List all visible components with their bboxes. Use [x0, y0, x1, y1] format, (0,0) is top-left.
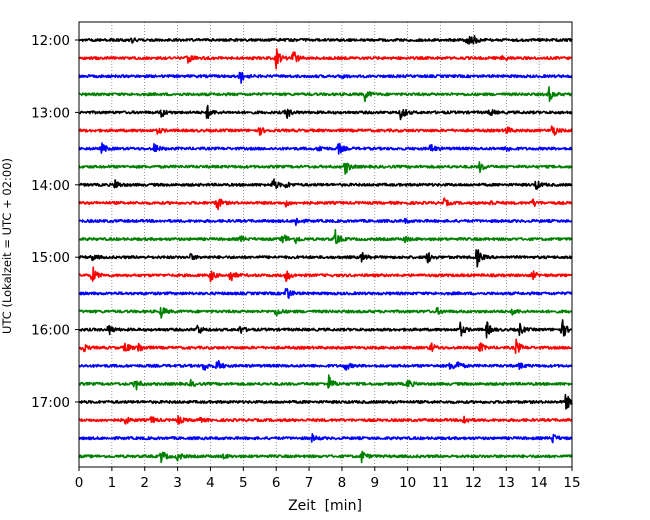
trace-23	[78, 450, 573, 464]
x-tick-label-12: 12	[465, 475, 482, 491]
trace-2	[78, 71, 573, 84]
x-tick-label-9: 9	[371, 475, 380, 491]
y-axis-ticks: 12:00 13:00 14:00 15:00 16:00 17:00	[31, 33, 79, 411]
x-tick-label-4: 4	[206, 475, 215, 491]
trace-19	[78, 374, 573, 391]
x-axis-ticks: 0 1 2 3 4 5 6 7 8 9 10 11 12 13 14 15	[75, 467, 581, 491]
x-tick-label-8: 8	[338, 475, 347, 491]
y-tick-label-4: 16:00	[31, 323, 70, 339]
trace-13	[78, 266, 573, 283]
trace-15	[78, 306, 573, 319]
x-tick-label-3: 3	[173, 475, 182, 491]
y-tick-label-2: 14:00	[31, 178, 70, 194]
y-tick-label-1: 13:00	[31, 105, 70, 121]
trace-3	[78, 86, 573, 103]
trace-22	[78, 433, 573, 444]
trace-6	[78, 142, 573, 155]
trace-5	[78, 125, 573, 136]
trace-21	[78, 415, 573, 425]
trace-0	[78, 34, 573, 45]
x-tick-label-2: 2	[140, 475, 149, 491]
trace-16	[78, 319, 573, 339]
trace-18	[78, 359, 573, 371]
x-axis-title: Zeit [min]	[288, 498, 362, 514]
trace-lines	[78, 34, 573, 464]
vertical-grid	[111, 22, 540, 467]
x-tick-label-11: 11	[432, 475, 449, 491]
y-axis-title: UTC (Lokalzeit = UTC + 02:00)	[0, 158, 14, 334]
trace-4	[78, 104, 573, 121]
trace-20	[78, 393, 573, 410]
trace-7	[78, 161, 573, 175]
x-tick-label-5: 5	[239, 475, 248, 491]
trace-1	[78, 48, 573, 70]
trace-9	[78, 197, 573, 211]
x-tick-label-14: 14	[531, 475, 548, 491]
y-tick-label-0: 12:00	[31, 33, 70, 49]
x-tick-label-0: 0	[75, 475, 84, 491]
trace-12	[78, 249, 573, 268]
y-tick-label-3: 15:00	[31, 250, 70, 266]
x-tick-label-1: 1	[108, 475, 117, 491]
trace-14	[78, 287, 573, 299]
x-tick-label-13: 13	[498, 475, 515, 491]
trace-8	[78, 178, 573, 190]
trace-10	[78, 217, 573, 227]
x-tick-label-15: 15	[563, 475, 580, 491]
x-tick-label-10: 10	[399, 475, 416, 491]
x-tick-label-6: 6	[272, 475, 281, 491]
trace-11	[78, 229, 573, 245]
x-tick-label-7: 7	[305, 475, 314, 491]
trace-17	[78, 338, 573, 354]
y-tick-label-5: 17:00	[31, 395, 70, 411]
plot-frame	[78, 21, 573, 468]
